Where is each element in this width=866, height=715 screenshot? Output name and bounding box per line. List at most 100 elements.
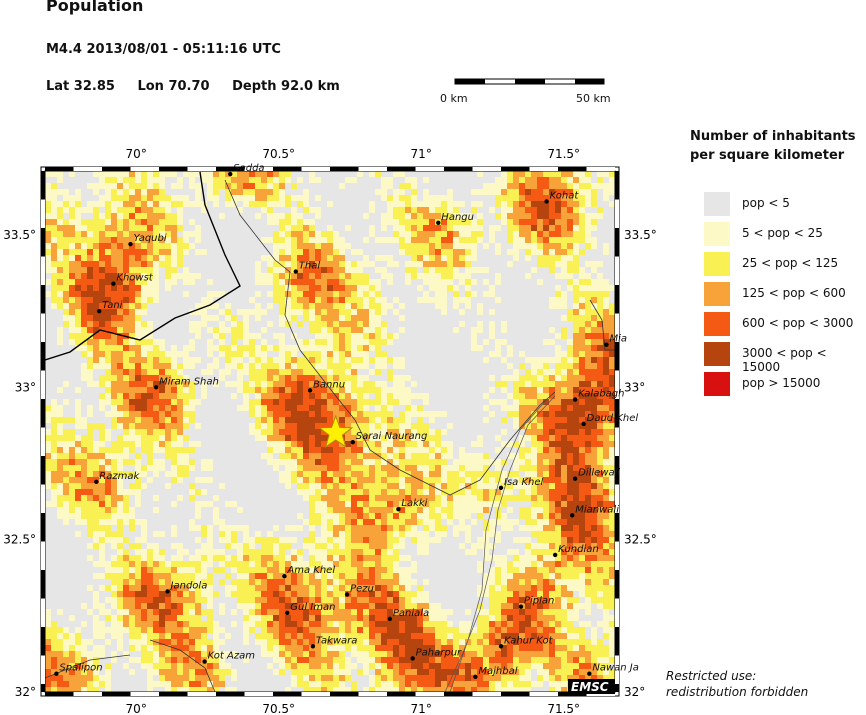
city-label: Dillewali	[578, 468, 620, 479]
city-dot	[410, 656, 415, 661]
city: Khowst	[111, 273, 154, 286]
y-tick-right: 33°	[624, 380, 645, 394]
restricted-notice: Restricted use: redistribution forbidden	[666, 668, 808, 700]
city-label: Kundian	[558, 544, 599, 555]
city-dot	[128, 241, 133, 247]
legend-title-line2: per square kilometer	[690, 148, 845, 163]
city-label: Tani	[102, 300, 123, 311]
city: Hangu	[436, 212, 474, 225]
legend-swatch	[704, 282, 730, 306]
legend-swatch	[704, 192, 730, 216]
event-info: M4.4 2013/08/01 - 05:11:16 UTC	[46, 42, 281, 57]
x-tick-top: 71.5°	[547, 147, 580, 161]
city-label: Daud Khel	[587, 413, 639, 424]
city: Kahur Kot	[498, 635, 554, 649]
city-dot	[498, 485, 504, 491]
city: Kundian	[552, 544, 599, 558]
city-dot	[344, 592, 350, 597]
city-label: Kohat	[550, 190, 580, 201]
emsc-logo-text: EMSC	[571, 680, 609, 694]
city: Pezu	[344, 584, 374, 597]
event-location: Lat 32.85 Lon 70.70 Depth 92.0 km	[46, 79, 358, 94]
city-label: Piplan	[524, 596, 554, 607]
city: Bannu	[307, 379, 345, 393]
city-dot	[282, 574, 287, 579]
city-label: Nawan Ja	[592, 663, 639, 674]
city-dot	[350, 439, 355, 445]
city: Tani	[96, 300, 123, 314]
city: Miram Shah	[153, 376, 219, 390]
city-label: Thal	[299, 261, 321, 272]
y-tick-right: 32°	[624, 685, 645, 699]
city: Takwara	[310, 635, 357, 649]
city-dot	[228, 171, 233, 177]
city-dot	[307, 388, 313, 393]
city-dot	[587, 671, 592, 676]
legend-item: 25 < pop < 125	[704, 252, 864, 276]
legend-label: pop > 15000	[742, 376, 821, 390]
scale-bar	[454, 78, 605, 85]
legend-label: 5 < pop < 25	[742, 226, 823, 240]
legend-swatch	[704, 312, 730, 336]
axis-ticks: 70° 70° 70.5° 70.5° 71° 71° 71.5° 71.5° 33.5° 33°…	[3, 147, 656, 715]
city-label: Lakki	[401, 498, 427, 509]
city-dot	[111, 281, 116, 286]
city-label: Pezu	[350, 584, 374, 595]
city-label: Paniala	[393, 608, 429, 619]
city-label: Khowst	[116, 273, 153, 284]
x-tick-bottom: 71.5°	[547, 702, 580, 715]
latitude-value: Lat 32.85	[46, 79, 115, 94]
city: Thal	[293, 261, 321, 274]
city: Piplan	[518, 596, 554, 609]
city: Paharpur	[410, 647, 462, 661]
legend-label: 25 < pop < 125	[742, 256, 839, 270]
city-dot	[498, 644, 504, 649]
map-title: Population	[46, 0, 144, 15]
epicenter-marker	[318, 414, 354, 448]
city: Spalipon	[54, 663, 103, 676]
city: Lakki	[396, 498, 428, 512]
city: Kohat	[544, 190, 580, 204]
y-tick-right: 33.5°	[624, 228, 657, 242]
city-label: Spalipon	[59, 663, 102, 674]
epicenter-star-icon	[318, 414, 354, 448]
city-label: Paharpur	[416, 647, 462, 658]
city-label: Miram Shah	[159, 376, 219, 387]
y-tick-left: 32°	[15, 685, 36, 699]
y-tick-right: 32.5°	[624, 533, 657, 547]
scale-start-label: 0 km	[440, 92, 468, 105]
city-dot	[310, 644, 316, 649]
city: Dillewali	[572, 468, 620, 481]
city: Kot Azam	[202, 651, 255, 664]
restricted-notice-line2: redistribution forbidden	[666, 685, 809, 699]
city: Majhbal	[473, 666, 518, 679]
city-dot	[54, 671, 59, 676]
city: Ama Khel	[282, 565, 335, 579]
legend-label: 3000 < pop < 15000	[742, 346, 827, 374]
province-line	[224, 179, 556, 496]
city-label: Kahur Kot	[504, 635, 554, 646]
y-tick-left: 32.5°	[3, 533, 36, 547]
border-line	[45, 171, 241, 361]
city-dot	[165, 589, 170, 594]
city-label: Isa Khel	[504, 477, 544, 488]
city-dot	[436, 220, 441, 225]
longitude-value: Lon 70.70	[137, 79, 210, 94]
city-label: Razmak	[99, 471, 140, 482]
city-label: Yaqubi	[134, 233, 167, 244]
city-dot	[473, 674, 478, 679]
city-dot	[285, 610, 290, 615]
city-label: Kalabagh	[578, 389, 624, 400]
x-tick-top: 70.5°	[262, 147, 295, 161]
boundaries	[45, 171, 615, 692]
city-dot	[293, 269, 298, 274]
city: Paniala	[387, 608, 429, 622]
city-dot	[581, 421, 586, 427]
population-raster	[45, 171, 615, 692]
depth-value: Depth 92.0 km	[232, 79, 340, 94]
city: Daud Khel	[581, 413, 639, 427]
river-indus	[444, 395, 556, 692]
city-dot	[202, 659, 207, 664]
city-label: Mia	[609, 334, 627, 345]
city: Yaqubi	[128, 233, 167, 247]
